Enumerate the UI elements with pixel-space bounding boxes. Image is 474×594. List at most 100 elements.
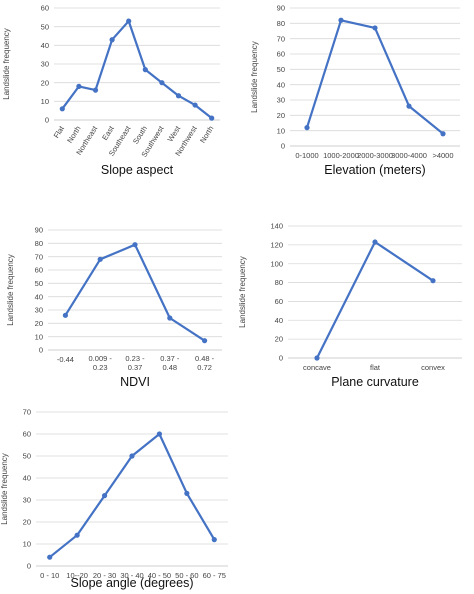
y-tick-label: 20 <box>277 111 285 120</box>
y-tick-label: 0 <box>45 116 49 125</box>
y-tick-label: 50 <box>277 65 285 74</box>
data-point <box>175 93 182 99</box>
x-tick-label: 0.009 -0.23 <box>89 354 113 372</box>
y-tick-label: 60 <box>277 50 285 59</box>
series-line <box>61 20 213 119</box>
x-tick-label: 0.48 -0.72 <box>195 354 215 372</box>
data-point <box>132 242 138 248</box>
y-tick-label: 120 <box>270 240 283 249</box>
y-tick-label: 70 <box>23 408 31 417</box>
series-line <box>64 243 206 342</box>
y-tick-label: 60 <box>275 297 283 306</box>
data-point <box>167 315 173 321</box>
y-tick-label: 50 <box>41 22 49 31</box>
x-tick-label: >4000 <box>432 151 453 160</box>
y-tick-label: 40 <box>275 316 283 325</box>
y-tick-label: 90 <box>277 4 285 13</box>
data-point <box>440 131 446 137</box>
y-tick-label: 60 <box>35 266 43 275</box>
x-tick-label: East <box>100 124 116 142</box>
x-tick-label: 0.37 -0.48 <box>160 354 180 372</box>
series-line <box>49 432 216 559</box>
y-tick-label: 90 <box>35 226 43 235</box>
data-point <box>406 103 412 109</box>
data-point <box>202 338 208 344</box>
x-axis-title: Plane curvature <box>331 375 419 389</box>
data-point <box>76 83 82 89</box>
data-point <box>192 102 198 108</box>
data-point <box>101 493 108 499</box>
y-tick-label: 80 <box>35 239 43 248</box>
y-tick-label: 10 <box>35 332 43 341</box>
x-tick-label: 0-1000 <box>295 151 318 160</box>
x-tick-label: North <box>198 124 215 144</box>
y-tick-label: 20 <box>23 518 31 527</box>
y-tick-label: 40 <box>41 41 49 50</box>
x-tick-label: 0.23 -0.37 <box>125 354 145 372</box>
y-tick-label: 10 <box>41 97 49 106</box>
chart-4: 0 20 40 60 80 100 120 140 concave flat convex Lands… <box>238 222 462 389</box>
x-tick-label: concave <box>303 363 331 372</box>
y-tick-label: 60 <box>23 430 31 439</box>
y-axis-title: Landslide frequency <box>6 254 15 326</box>
y-axis-title: Landslide frequency <box>250 41 259 113</box>
y-tick-label: 0 <box>39 346 43 355</box>
y-tick-label: 50 <box>23 452 31 461</box>
y-tick-label: 20 <box>41 78 49 87</box>
data-point <box>129 453 135 459</box>
y-tick-label: 0 <box>281 142 285 151</box>
data-point <box>304 125 310 131</box>
series-line <box>316 240 434 359</box>
data-point <box>211 537 217 543</box>
data-point <box>430 278 436 284</box>
data-point <box>184 490 190 496</box>
x-axis-title: Elevation (meters) <box>324 163 425 177</box>
x-tick-label: 10--20 <box>66 571 88 580</box>
data-point <box>59 106 65 112</box>
data-point <box>109 37 115 43</box>
data-point <box>372 239 378 245</box>
data-point <box>372 25 378 31</box>
x-tick-label: Flat <box>52 124 67 140</box>
x-axis-title: Slope angle (degrees) <box>71 576 194 590</box>
data-point <box>209 115 215 121</box>
y-tick-label: 40 <box>277 80 285 89</box>
x-tick-label: convex <box>421 363 445 372</box>
chart-3: 0 10 20 30 40 50 60 70 80 90 -0.44 0.009 -0.23 0.23 … <box>6 226 222 389</box>
data-point <box>126 18 132 24</box>
data-point <box>47 554 53 560</box>
data-point <box>97 256 103 262</box>
y-tick-label: 10 <box>277 126 285 135</box>
y-tick-label: 30 <box>23 496 31 505</box>
data-point <box>74 532 80 538</box>
x-axis-title: Slope aspect <box>101 163 174 177</box>
y-tick-label: 100 <box>270 259 283 268</box>
series-line <box>305 19 444 135</box>
x-tick-label: -0.44 <box>57 355 74 364</box>
data-point <box>156 431 163 437</box>
y-tick-label: 80 <box>275 278 283 287</box>
y-tick-label: 0 <box>279 354 283 363</box>
y-tick-label: 30 <box>277 96 285 105</box>
chart-2: 0 10 20 30 40 50 60 70 80 90 0-1000 1000-20002000-3… <box>250 4 460 177</box>
y-tick-label: 70 <box>35 252 43 261</box>
y-axis-title: Landslide frequency <box>238 256 247 328</box>
x-tick-label: 30 - 40 <box>120 571 143 580</box>
data-point <box>338 17 344 23</box>
y-tick-label: 70 <box>277 34 285 43</box>
data-point <box>314 355 320 361</box>
x-tick-label: 0 - 10 <box>40 571 59 580</box>
y-tick-label: 10 <box>23 540 31 549</box>
x-tick-label: 1000-2000 <box>323 151 359 160</box>
y-tick-label: 0 <box>27 562 31 571</box>
data-point <box>62 312 68 318</box>
y-tick-label: 20 <box>275 335 283 344</box>
chart-5: 0 10 20 30 40 50 60 70 0 - 10 10--20 20 - 30 30 - 4… <box>0 408 228 590</box>
y-tick-label: 80 <box>277 19 285 28</box>
data-point <box>142 67 148 73</box>
data-point <box>159 80 165 86</box>
y-axis-title: Landslide frequency <box>2 28 11 100</box>
x-tick-label: 20 - 30 <box>93 571 116 580</box>
